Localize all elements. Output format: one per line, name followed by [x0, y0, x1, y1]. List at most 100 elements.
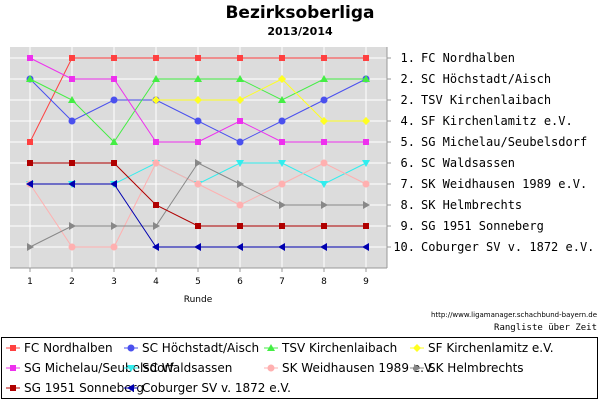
- credit-url: http://www.ligamanager.schachbund-bayern…: [431, 311, 597, 319]
- legend-item: SK Weidhausen 1989 e.V.: [264, 361, 434, 375]
- data-point: [362, 243, 369, 251]
- data-point: [111, 160, 117, 166]
- standings-rank: 2.: [401, 72, 415, 86]
- data-point: [26, 75, 34, 82]
- standings-rank: 2.: [401, 93, 415, 107]
- legend: FC Nordhalben SC Höchstadt/Aisch TSV Kirch…: [1, 337, 598, 399]
- x-tick-label: 6: [237, 277, 243, 287]
- data-point: [27, 243, 34, 251]
- legend-marker: [414, 364, 421, 372]
- data-point: [194, 243, 201, 251]
- legend-label: FC Nordhalben: [24, 341, 113, 355]
- data-point: [153, 139, 159, 145]
- data-point: [363, 55, 369, 61]
- data-point: [68, 180, 75, 188]
- data-point: [236, 96, 244, 104]
- data-point: [194, 117, 202, 125]
- legend-label: Coburger SV v. 1872 e.V.: [142, 381, 291, 395]
- data-point: [278, 75, 286, 83]
- series-8: [27, 160, 369, 229]
- legend-marker: [10, 345, 16, 351]
- x-tick-label: 8: [321, 277, 327, 287]
- data-point: [320, 181, 328, 188]
- legend-label: SC Waldsassen: [142, 361, 232, 375]
- data-point: [237, 118, 243, 124]
- standings-team: Coburger SV v. 1872 e.V.: [421, 240, 594, 254]
- x-tick-label: 5: [195, 277, 201, 287]
- data-point: [321, 55, 327, 61]
- data-point: [69, 55, 75, 61]
- data-point: [27, 160, 33, 166]
- data-point: [278, 243, 285, 251]
- data-point: [236, 75, 244, 82]
- legend-item: SK Helmbrechts: [410, 361, 524, 375]
- data-point: [194, 180, 202, 188]
- x-tick-label: 7: [279, 277, 285, 287]
- series-2: [26, 75, 370, 145]
- series-4: [27, 55, 369, 145]
- data-point: [68, 96, 76, 103]
- data-point: [152, 159, 160, 167]
- data-point: [236, 138, 244, 146]
- data-point: [152, 96, 160, 104]
- standings-team: SG 1951 Sonneberg: [421, 219, 544, 233]
- series-0: [27, 55, 369, 145]
- data-point: [111, 55, 117, 61]
- data-point: [362, 75, 370, 82]
- data-point: [278, 180, 286, 188]
- data-point: [195, 223, 201, 229]
- standings-team: SK Helmbrechts: [421, 198, 522, 212]
- data-point: [278, 160, 286, 167]
- data-point: [111, 76, 117, 82]
- plot-area: 1 2 3 4 5 6 7 8 9: [10, 47, 391, 287]
- data-point: [363, 223, 369, 229]
- standings-team: SC Höchstadt/Aisch: [421, 72, 551, 86]
- data-point: [195, 139, 201, 145]
- standings-team: SK Weidhausen 1989 e.V.: [421, 177, 587, 191]
- data-point: [152, 243, 159, 251]
- data-point: [237, 55, 243, 61]
- standings-rank: 1.: [401, 51, 415, 65]
- legend-marker: [127, 384, 134, 392]
- legend-label: SK Helmbrechts: [428, 361, 524, 375]
- data-point: [320, 75, 328, 82]
- series-line: [156, 78, 366, 122]
- data-point: [279, 223, 285, 229]
- standings-rank: 5.: [401, 135, 415, 149]
- x-tick-label: 2: [69, 277, 75, 287]
- data-point: [321, 201, 328, 209]
- standings-list: 1. FC Nordhalben 2. SC Höchstadt/Aisch 2. TSV…: [393, 51, 594, 254]
- legend-marker: [10, 365, 16, 371]
- x-axis-label: Runde: [184, 295, 213, 305]
- legend-item: SG 1951 Sonneberg: [6, 381, 144, 395]
- data-point: [68, 243, 76, 251]
- legend-marker: [267, 344, 275, 351]
- series-3: [152, 75, 370, 125]
- data-point: [320, 96, 328, 104]
- credit-text: Rangliste über Zeit: [494, 323, 597, 333]
- legend-marker: [10, 385, 16, 391]
- legend-label: SC Höchstadt/Aisch: [142, 341, 259, 355]
- data-point: [278, 117, 286, 125]
- standings-rank: 8.: [401, 198, 415, 212]
- legend-box: [1, 337, 598, 399]
- legend-marker: [127, 365, 135, 372]
- data-point: [279, 201, 286, 209]
- data-point: [26, 180, 33, 188]
- data-point: [279, 139, 285, 145]
- standings-team: TSV Kirchenlaibach: [421, 93, 551, 107]
- data-point: [110, 138, 118, 145]
- data-point: [363, 201, 370, 209]
- legend-item: TSV Kirchenlaibach: [264, 341, 397, 355]
- legend-label: SG 1951 Sonneberg: [24, 381, 144, 395]
- data-point: [68, 117, 76, 125]
- standings-rank: 10.: [393, 240, 415, 254]
- legend-marker: [127, 344, 135, 352]
- data-point: [237, 223, 243, 229]
- data-point: [27, 55, 33, 61]
- legend-label: TSV Kirchenlaibach: [281, 341, 397, 355]
- data-point: [236, 201, 244, 209]
- series-7: [27, 159, 370, 251]
- data-point: [321, 139, 327, 145]
